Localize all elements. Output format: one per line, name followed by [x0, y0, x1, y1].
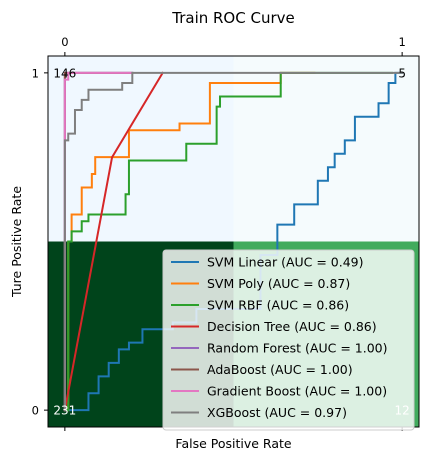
legend-label-3: Decision Tree (AUC = 0.86) [207, 319, 377, 334]
legend-label-5: AdaBoost (AUC = 1.00) [207, 362, 353, 377]
x-tick-label-1: 1 [398, 35, 405, 49]
chart-title: Train ROC Curve [171, 9, 294, 27]
series-line-2 [63, 71, 394, 412]
cell-annotation-1: 5 [398, 66, 406, 80]
background-region-0 [48, 56, 234, 242]
y-tick-label-1: 1 [32, 66, 39, 80]
legend-label-0: SVM Linear (AUC = 0.49) [207, 255, 364, 270]
legend-label-7: XGBoost (AUC = 0.97) [207, 405, 347, 420]
legend-label-6: Gradient Boost (AUC = 1.00) [207, 384, 387, 399]
x-axis-label: False Positive Rate [175, 436, 291, 451]
series-lines [63, 71, 404, 412]
legend-label-1: SVM Poly (AUC = 0.87) [207, 276, 350, 291]
cell-annotation-2: 231 [53, 404, 76, 418]
legend-label-2: SVM RBF (AUC = 0.86) [207, 298, 349, 313]
y-axis-label: Ture Positive Rate [9, 186, 24, 298]
legend-label-4: Random Forest (AUC = 1.00) [207, 341, 388, 356]
y-tick-label-0: 0 [32, 404, 39, 418]
series-line-3 [63, 71, 165, 412]
series-line-0 [63, 71, 404, 412]
legend-box [162, 249, 415, 431]
legend: SVM Linear (AUC = 0.49) SVM Poly (AUC = 0… [162, 249, 415, 431]
cell-annotation-0: 146 [53, 66, 76, 80]
x-tick-label-0: 0 [61, 35, 68, 49]
series-line-7 [63, 71, 404, 412]
